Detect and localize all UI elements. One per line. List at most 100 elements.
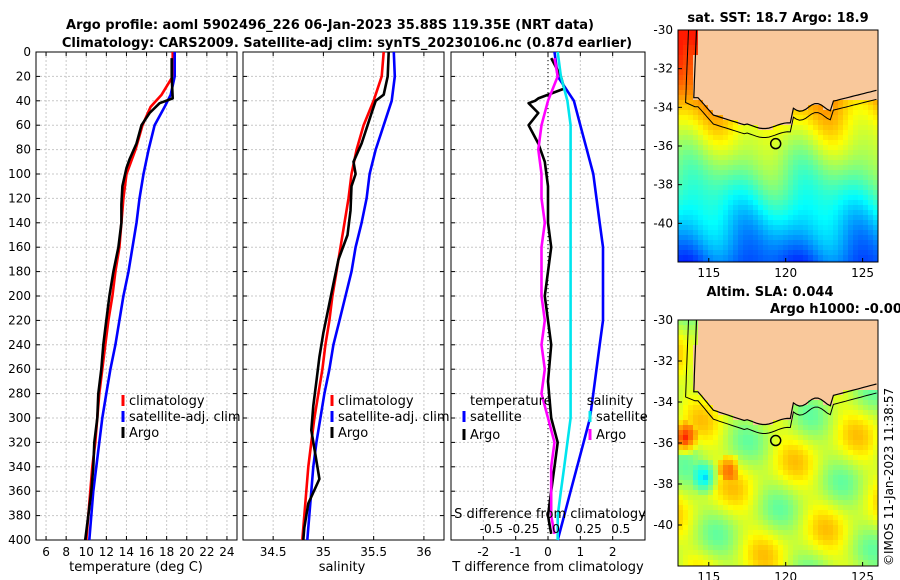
map-cell	[698, 165, 704, 171]
map-cell	[763, 165, 769, 171]
map-cell	[853, 410, 859, 416]
map-cell	[823, 335, 829, 341]
map-cell	[688, 220, 694, 226]
map-cell	[728, 430, 734, 436]
map-cell	[783, 535, 789, 541]
map-cell	[733, 345, 739, 351]
map-cell	[818, 115, 824, 121]
map-cell	[798, 240, 804, 246]
map-cell	[843, 495, 849, 501]
map-cell	[688, 440, 694, 446]
map-cell	[753, 120, 759, 126]
map-cell	[758, 70, 764, 76]
map-cell	[708, 215, 714, 221]
map-cell	[873, 50, 879, 56]
map-cell	[733, 135, 739, 141]
map-cell	[768, 175, 774, 181]
map-cell	[748, 405, 754, 411]
map-cell	[858, 235, 864, 241]
map-cell	[848, 440, 854, 446]
map-cell	[743, 185, 749, 191]
map-cell	[858, 500, 864, 506]
map-cell	[778, 360, 784, 366]
map-cell	[768, 150, 774, 156]
map-cell	[698, 330, 704, 336]
map-cell	[788, 515, 794, 521]
map-cell	[768, 505, 774, 511]
map-cell	[848, 460, 854, 466]
map-cell	[853, 65, 859, 71]
map-cell	[713, 385, 719, 391]
map-cell	[758, 225, 764, 231]
map-cell	[698, 370, 704, 376]
map-cell	[763, 170, 769, 176]
map-cell	[858, 190, 864, 196]
map-cell	[783, 205, 789, 211]
map-cell	[738, 330, 744, 336]
map-cell	[843, 500, 849, 506]
map-cell	[868, 545, 874, 551]
map-cell	[773, 195, 779, 201]
map-cell	[808, 260, 814, 263]
map-cell	[753, 330, 759, 336]
map-cell	[868, 395, 874, 401]
map-cell	[743, 420, 749, 426]
map-cell	[823, 345, 829, 351]
y-tick-label: 120	[8, 191, 31, 205]
map-cell	[853, 500, 859, 506]
map-cell	[863, 250, 869, 256]
map-cell	[863, 560, 869, 566]
map-cell	[723, 40, 729, 46]
map-cell	[728, 545, 734, 551]
map-cell	[678, 495, 684, 501]
map-cell	[853, 555, 859, 561]
map-cell	[768, 100, 774, 106]
map-cell	[868, 445, 874, 451]
map-cell	[773, 425, 779, 431]
map-cell	[793, 325, 799, 331]
map-cell	[753, 460, 759, 466]
map-cell	[803, 135, 809, 141]
map-y-tick-label: -38	[653, 178, 673, 192]
map-cell	[808, 340, 814, 346]
map-cell	[823, 155, 829, 161]
map-cell	[738, 120, 744, 126]
map-cell	[838, 260, 844, 263]
map-cell	[798, 155, 804, 161]
map-cell	[718, 325, 724, 331]
map-cell	[733, 85, 739, 91]
map-cell	[868, 50, 874, 56]
map-cell	[708, 510, 714, 516]
map-cell	[793, 30, 799, 36]
map-cell	[678, 145, 684, 151]
map-cell	[793, 85, 799, 91]
map-cell	[818, 560, 824, 566]
map-cell	[743, 80, 749, 86]
map-cell	[753, 255, 759, 261]
map-cell	[843, 180, 849, 186]
map-cell	[788, 45, 794, 51]
map-cell	[753, 240, 759, 246]
map-cell	[753, 410, 759, 416]
map-cell	[848, 545, 854, 551]
map-cell	[688, 530, 694, 536]
map-cell	[723, 45, 729, 51]
map-cell	[678, 415, 684, 421]
map-cell	[708, 190, 714, 196]
map-cell	[788, 530, 794, 536]
map-cell	[863, 255, 869, 261]
map-cell	[688, 260, 694, 263]
map-cell	[813, 85, 819, 91]
map-cell	[808, 235, 814, 241]
map-cell	[778, 175, 784, 181]
map-cell	[793, 260, 799, 263]
map-cell	[823, 85, 829, 91]
map-cell	[733, 180, 739, 186]
map-cell	[823, 560, 829, 566]
map-cell	[738, 335, 744, 341]
map-cell	[853, 185, 859, 191]
map-cell	[723, 555, 729, 561]
map-cell	[813, 410, 819, 416]
map-cell	[688, 75, 694, 81]
map-cell	[838, 455, 844, 461]
